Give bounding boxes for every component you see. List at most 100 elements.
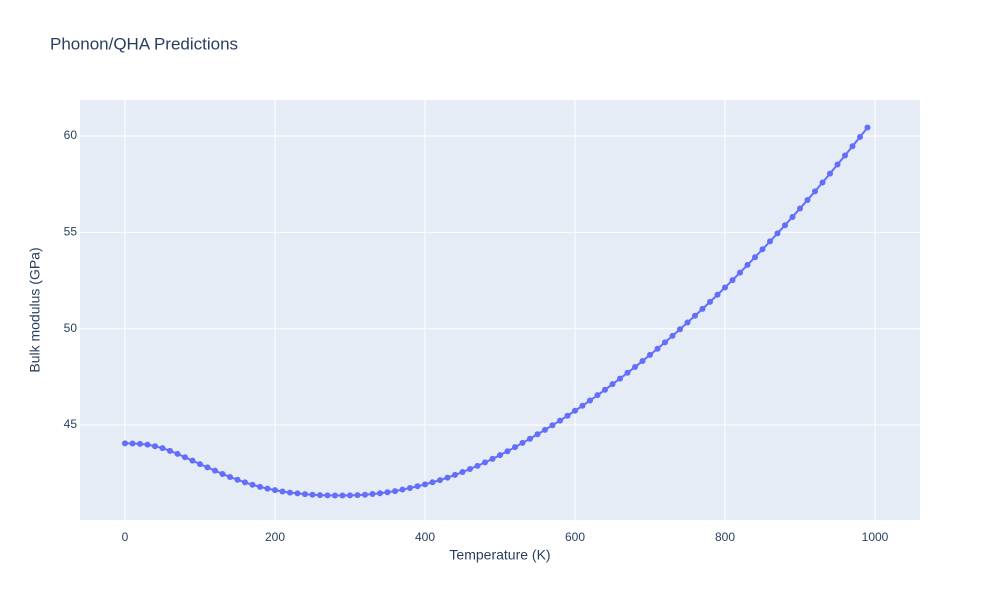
marker xyxy=(354,492,361,499)
y-tick-label: 55 xyxy=(64,225,78,239)
marker xyxy=(654,345,661,352)
marker xyxy=(309,491,316,498)
marker xyxy=(444,474,451,481)
marker xyxy=(489,455,496,462)
x-tick-label: 0 xyxy=(122,530,129,544)
marker xyxy=(347,492,353,499)
marker xyxy=(167,447,173,454)
marker xyxy=(722,284,728,291)
line xyxy=(124,126,869,497)
marker xyxy=(137,440,143,447)
marker xyxy=(602,386,608,393)
marker xyxy=(669,332,676,339)
marker xyxy=(827,170,833,177)
marker xyxy=(692,312,698,319)
marker xyxy=(737,269,743,276)
marker xyxy=(759,246,766,253)
marker xyxy=(587,397,593,404)
marker xyxy=(572,407,578,414)
marker xyxy=(122,440,128,447)
marker xyxy=(264,485,271,492)
marker xyxy=(849,143,856,150)
marker xyxy=(317,492,323,499)
x-axis-title: Temperature (K) xyxy=(449,547,550,563)
marker xyxy=(332,492,338,499)
marker xyxy=(377,490,383,497)
marker xyxy=(639,358,646,365)
marker xyxy=(767,238,773,245)
marker xyxy=(662,339,668,346)
marker xyxy=(392,488,398,495)
x-tick-label: 800 xyxy=(715,530,735,544)
marker xyxy=(407,485,413,492)
marker xyxy=(804,196,811,203)
marker xyxy=(159,445,166,452)
marker xyxy=(399,486,406,493)
y-tick-label: 60 xyxy=(64,128,78,142)
marker xyxy=(527,435,533,442)
marker xyxy=(474,462,481,469)
marker xyxy=(549,422,556,429)
marker xyxy=(467,465,473,472)
x-tick-label: 200 xyxy=(265,530,285,544)
marker xyxy=(287,489,293,496)
marker xyxy=(257,483,263,490)
y-axis-title: Bulk modulus (GPa) xyxy=(27,247,43,372)
marker xyxy=(189,457,196,464)
marker xyxy=(512,444,518,451)
marker xyxy=(234,476,241,483)
marker xyxy=(324,492,331,499)
marker xyxy=(204,464,211,471)
x-tick-label: 1000 xyxy=(862,530,889,544)
marker xyxy=(834,161,841,168)
y-tick-label: 50 xyxy=(64,321,78,335)
marker xyxy=(774,230,781,237)
x-tick-label: 400 xyxy=(415,530,435,544)
marker xyxy=(437,477,443,484)
marker xyxy=(129,440,136,447)
marker xyxy=(579,402,586,409)
marker xyxy=(294,490,301,497)
marker xyxy=(534,431,541,438)
marker xyxy=(632,364,638,371)
marker xyxy=(782,222,788,229)
marker xyxy=(429,479,436,486)
marker xyxy=(744,261,751,268)
marker xyxy=(279,488,286,495)
marker xyxy=(624,369,631,376)
plot-area xyxy=(80,100,920,520)
marker xyxy=(497,452,503,459)
marker xyxy=(677,326,683,333)
marker xyxy=(842,152,848,159)
marker xyxy=(482,459,488,466)
marker xyxy=(384,489,391,496)
marker xyxy=(729,277,736,284)
marker xyxy=(699,305,706,312)
marker xyxy=(339,492,346,499)
marker xyxy=(542,426,548,433)
marker xyxy=(249,481,256,488)
marker xyxy=(819,179,826,186)
marker xyxy=(647,351,653,358)
marker xyxy=(302,491,308,498)
marker xyxy=(504,448,511,455)
marker xyxy=(362,491,368,498)
marker xyxy=(369,490,376,497)
x-tick-label: 600 xyxy=(565,530,585,544)
marker xyxy=(152,443,158,450)
marker xyxy=(789,213,796,220)
marker xyxy=(609,381,616,388)
marker xyxy=(752,254,758,261)
marker xyxy=(414,483,421,490)
marker xyxy=(182,454,188,461)
marker xyxy=(812,188,818,195)
marker xyxy=(684,319,691,326)
marker xyxy=(227,474,233,481)
marker xyxy=(564,412,571,419)
marker xyxy=(617,375,623,382)
marker xyxy=(557,417,563,424)
marker xyxy=(212,467,218,474)
marker xyxy=(459,469,466,476)
